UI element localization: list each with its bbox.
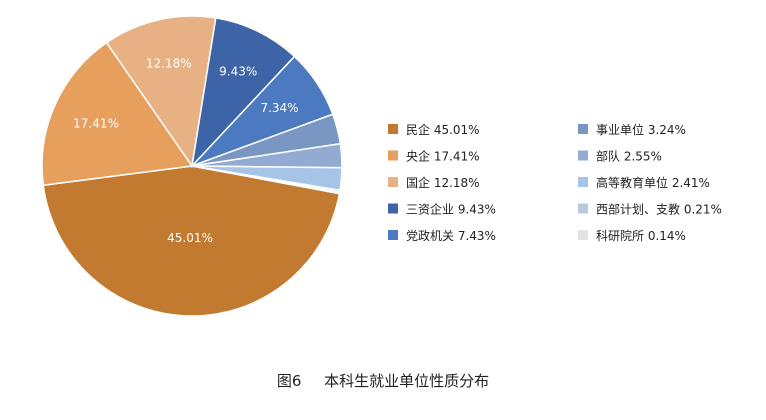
legend-entry-9: 科研院所 0.14%	[596, 229, 686, 243]
slice-label-2: 12.18%	[146, 57, 192, 71]
legend-swatch-4	[388, 230, 398, 240]
slice-label-4: 7.34%	[260, 101, 298, 115]
slice-label-0: 45.01%	[167, 231, 213, 245]
legend-entry-6: 部队 2.55%	[596, 149, 662, 164]
figure-number: 图6	[276, 372, 302, 390]
pie-slice-1	[41, 41, 194, 187]
legend-entry-2: 国企 12.18%	[406, 175, 480, 190]
legend-swatch-3	[388, 203, 398, 214]
figure-title: 本科生就业单位性质分布	[324, 372, 490, 390]
figure-caption: 图6 本科生就业单位性质分布	[0, 370, 766, 391]
legend-swatch-2	[388, 177, 398, 187]
legend-entry-0: 民企 45.01%	[406, 122, 480, 137]
pie-slice-0	[42, 165, 341, 317]
legend-swatch-5	[578, 124, 588, 134]
legend: 民企 45.01% 央企 17.41% 国企 12.18% 三资企业 9.43% 党政机…	[388, 122, 722, 243]
legend-swatch-9	[578, 230, 588, 240]
pie-slice-labels: 45.01% 17.41% 12.18% 9.43% 7.34%	[73, 57, 298, 245]
legend-entry-3: 三资企业 9.43%	[406, 202, 496, 217]
legend-entry-7: 高等教育单位 2.41%	[596, 175, 710, 190]
pie-slice-3	[190, 17, 296, 169]
pie-chart: 45.01% 17.41% 12.18% 9.43% 7.34% 民企 45.01% 央企…	[41, 15, 722, 317]
legend-entry-5: 事业单位 3.24%	[596, 122, 686, 137]
legend-swatch-6	[578, 150, 588, 161]
slice-label-3: 9.43%	[219, 65, 257, 79]
pie-slice-9	[191, 165, 341, 195]
legend-swatch-1	[388, 150, 398, 161]
slice-label-1: 17.41%	[73, 116, 119, 130]
legend-swatch-8	[578, 203, 588, 214]
legend-entry-8: 西部计划、支教 0.21%	[596, 202, 722, 217]
legend-entry-4: 党政机关 7.43%	[406, 228, 496, 243]
pie-slice-2	[105, 15, 217, 168]
legend-entry-1: 央企 17.41%	[406, 149, 480, 164]
pie-slices	[41, 15, 343, 317]
legend-swatch-0	[388, 124, 398, 134]
legend-swatch-7	[578, 177, 588, 187]
